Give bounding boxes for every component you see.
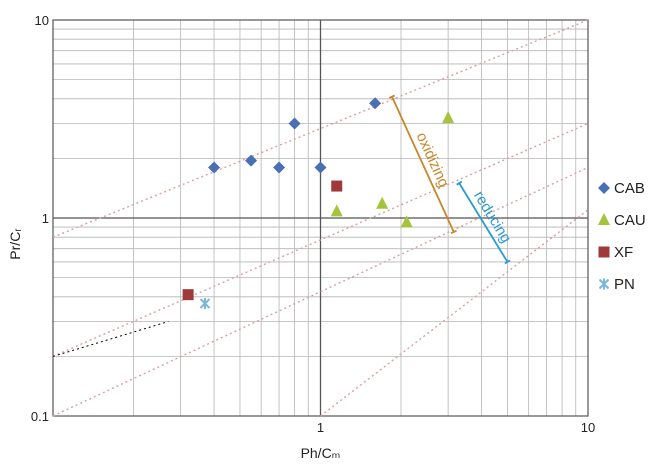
tick-labels: 1 10 0.1 1 10 — [31, 13, 595, 435]
x-tick-label: 1 — [317, 420, 324, 435]
data-point — [598, 213, 610, 225]
series-xf — [182, 180, 343, 301]
y-tick-label: 1 — [42, 211, 49, 226]
legend-label: CAU — [614, 212, 646, 229]
data-point — [245, 154, 258, 167]
data-point — [369, 97, 382, 110]
data-point — [330, 204, 343, 217]
data-point — [314, 161, 327, 174]
reference-line-diag — [320, 209, 589, 417]
data-point — [442, 110, 455, 123]
legend-label: PN — [614, 276, 635, 293]
data-point — [182, 289, 194, 301]
reference-line-mid — [52, 122, 589, 358]
y-axis-label: Pr/Cᵣ — [7, 228, 23, 260]
data-point — [376, 196, 389, 209]
annotation-cap — [388, 94, 396, 99]
data-point — [598, 182, 610, 194]
data-point — [208, 161, 221, 174]
series-cab — [208, 97, 382, 174]
data-point — [331, 180, 343, 192]
x-axis-label: Ph/Cₘ — [301, 445, 341, 461]
data-point — [598, 278, 610, 290]
data-point — [598, 246, 610, 258]
y-tick-label: 0.1 — [31, 409, 49, 424]
series-cau — [330, 110, 455, 228]
annotation-line — [391, 96, 455, 233]
data-points — [182, 97, 455, 309]
series-pn — [199, 297, 211, 309]
plot-grid — [53, 20, 588, 416]
reference-line-black — [52, 321, 169, 357]
annotation-cap — [450, 229, 457, 235]
legend-item-xf: XF — [598, 244, 633, 261]
data-point — [199, 297, 211, 309]
data-point — [400, 215, 413, 228]
data-point — [273, 161, 286, 174]
annotation-cap — [456, 180, 463, 186]
x-tick-label: 10 — [581, 420, 595, 435]
annotation-label: oxidizing — [413, 130, 453, 190]
legend-item-cab: CAB — [598, 180, 645, 197]
annotation-line — [458, 182, 509, 263]
y-tick-label: 10 — [35, 13, 49, 28]
data-point — [288, 117, 301, 130]
legend: CAB CAU XF PN — [598, 180, 646, 293]
reference-lines — [52, 19, 589, 417]
legend-label: CAB — [614, 180, 645, 197]
legend-label: XF — [614, 244, 633, 261]
reference-line-upper — [52, 19, 589, 238]
annotation-cap — [504, 259, 511, 265]
legend-item-cau: CAU — [598, 212, 646, 229]
reference-line-low — [52, 166, 589, 417]
legend-item-pn: PN — [598, 276, 635, 293]
